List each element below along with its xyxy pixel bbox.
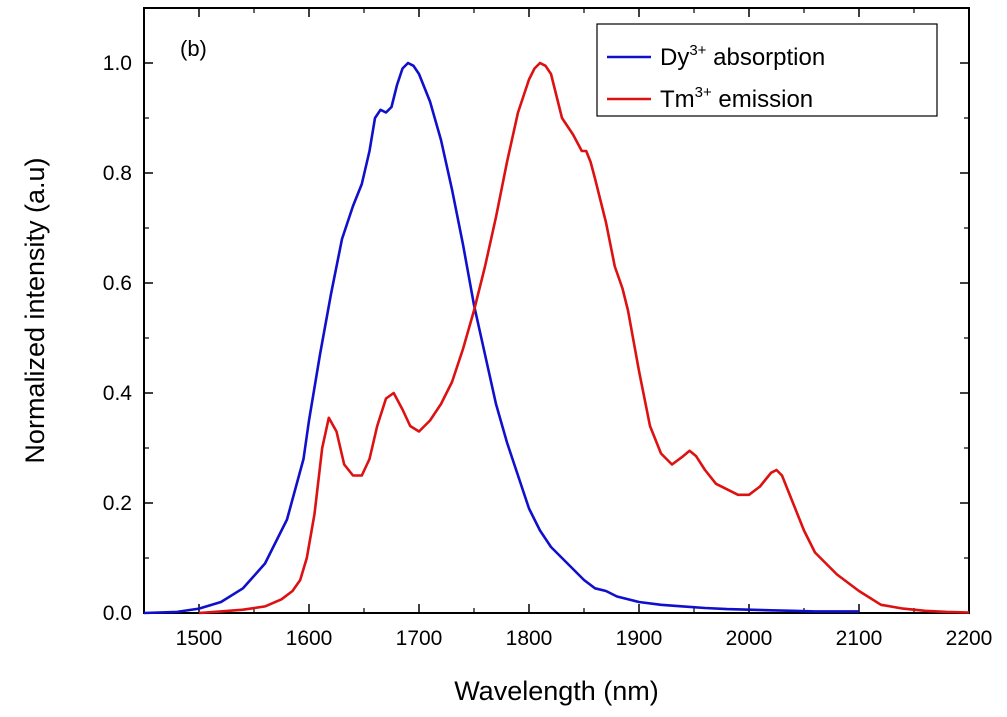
legend-label-dy-absorption: Dy3+ absorption xyxy=(660,42,825,71)
y-axis-title: Normalized intensity (a.u) xyxy=(20,157,50,463)
x-tick-label: 1500 xyxy=(176,627,223,650)
y-tick-label: 0.8 xyxy=(103,162,132,185)
plot-area: 1500 1600 1700 1800 1900 2000 2100 2200 0.00.20… xyxy=(103,7,993,650)
x-axis-ticks: 1500 1600 1700 1800 1900 2000 2100 2200 xyxy=(143,8,993,650)
plot-frame xyxy=(143,7,970,614)
legend-label-tm-emission: Tm3+ emission xyxy=(660,84,813,113)
panel-label: (b) xyxy=(180,36,207,61)
series-dy-absorption xyxy=(143,61,859,615)
y-tick-label: 1.0 xyxy=(103,52,132,75)
x-tick-label: 2000 xyxy=(726,627,773,650)
x-tick-label: 1700 xyxy=(396,627,443,650)
x-tick-label: 1600 xyxy=(286,627,333,650)
series-layer xyxy=(143,61,970,615)
series-tm-emission xyxy=(198,61,970,615)
x-tick-label: 1800 xyxy=(506,627,553,650)
legend-box xyxy=(596,23,938,117)
x-tick-label: 2200 xyxy=(946,627,993,650)
y-tick-label: 0.4 xyxy=(103,382,133,405)
y-tick-label: 0.2 xyxy=(103,492,132,515)
y-tick-label: 0.0 xyxy=(103,602,132,625)
y-tick-label: 0.6 xyxy=(103,272,132,295)
x-tick-label: 2100 xyxy=(836,627,883,650)
x-tick-label: 1900 xyxy=(616,627,663,650)
legend: Dy3+ absorption Tm3+ emission xyxy=(596,23,938,117)
y-axis-ticks: 0.0 0.2 0.4 0.6 0.8 1.0 xyxy=(103,7,969,625)
x-axis-title: Wavelength (nm) xyxy=(454,676,659,706)
